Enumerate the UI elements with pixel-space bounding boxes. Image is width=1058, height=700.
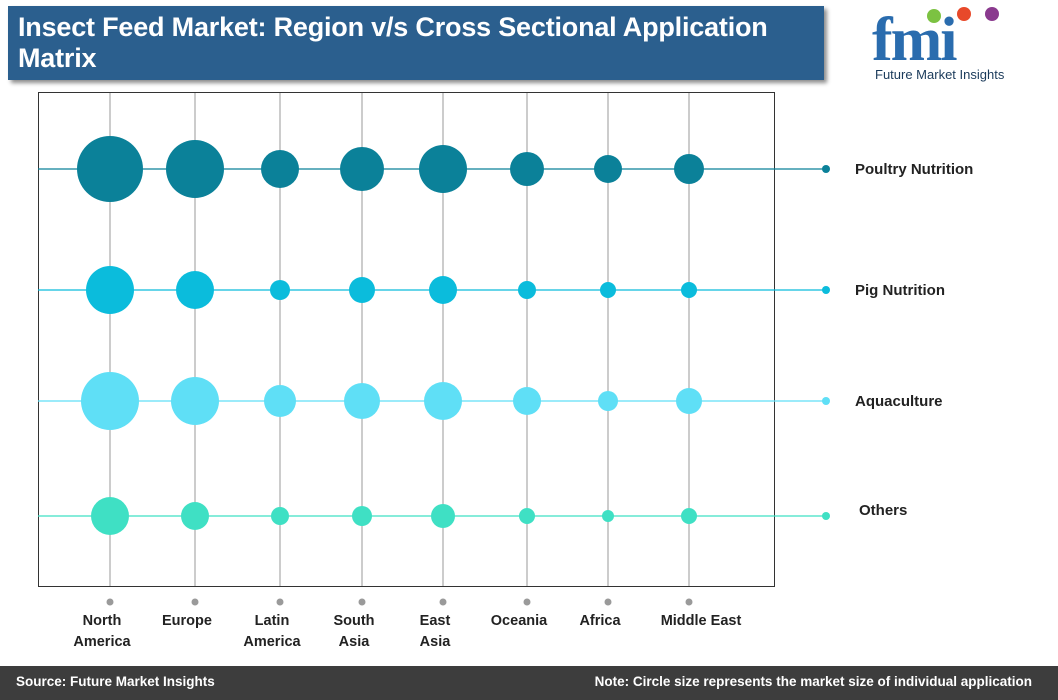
bubble [681, 282, 697, 298]
x-tick-label: North America [73, 613, 131, 650]
bubble [171, 377, 219, 425]
logo-purple-dot-icon [985, 7, 999, 21]
bubble [270, 280, 290, 300]
logo-caption: Future Market Insights [875, 67, 1005, 82]
bubble [352, 506, 372, 526]
x-tick-dot [685, 598, 693, 606]
bubble [510, 152, 544, 186]
chart-title: Insect Feed Market: Region v/s Cross Sec… [18, 12, 768, 73]
bubble [419, 145, 467, 193]
x-tick-label: Middle East [661, 613, 742, 629]
x-tick-label-line: America [73, 634, 131, 650]
footer-bar: Source: Future Market Insights Note: Cir… [0, 666, 1058, 700]
source-text: Source: Future Market Insights [16, 674, 215, 689]
bubble [349, 277, 375, 303]
legend-label: Others [859, 502, 907, 519]
logo-green-dot-icon [927, 9, 941, 23]
note-text: Note: Circle size represents the market … [594, 674, 1032, 689]
x-tick-label-line: North [83, 613, 122, 629]
legend-label: Aquaculture [855, 393, 943, 410]
bubble [429, 276, 457, 304]
x-tick-label-line: Middle East [661, 613, 742, 629]
bubble [594, 155, 622, 183]
x-tick-label: South Asia [333, 613, 374, 650]
x-tick-dot [523, 598, 531, 606]
x-tick-label-line: South [333, 613, 374, 629]
x-tick-label-line: Europe [162, 613, 212, 629]
bubble [264, 385, 296, 417]
x-tick-dot [358, 598, 366, 606]
bubble [674, 154, 704, 184]
bubble [261, 150, 299, 188]
bubble [166, 140, 224, 198]
x-tick-dot [439, 598, 447, 606]
x-tick-label-line: Africa [579, 613, 621, 629]
bubble [676, 388, 702, 414]
bubble [424, 382, 462, 420]
bubble [340, 147, 384, 191]
fmi-logo: fmi [872, 6, 999, 74]
x-tick-dot [191, 598, 199, 606]
bubbles [77, 136, 704, 535]
x-tick-label-line: America [243, 634, 301, 650]
x-tick-label: Oceania [491, 613, 548, 629]
x-tick-label-line: Oceania [491, 613, 548, 629]
x-tick-dot [276, 598, 284, 606]
logo-letters: fmi [872, 6, 957, 74]
legend-label: Poultry Nutrition [855, 161, 973, 178]
bubble [513, 387, 541, 415]
bubble [518, 281, 536, 299]
x-tick-label-line: East [420, 613, 451, 629]
plot-frame [38, 92, 775, 587]
x-tick-label-line: Asia [339, 634, 371, 650]
bubble [81, 372, 139, 430]
x-tick-label: Europe [162, 613, 212, 629]
bubble [681, 508, 697, 524]
x-tick-label-line: Asia [420, 634, 452, 650]
bubble [181, 502, 209, 530]
title-banner: Insect Feed Market: Region v/s Cross Sec… [8, 6, 824, 80]
bubble [431, 504, 455, 528]
legend: Poultry Nutrition Pig Nutrition Aquacultur… [822, 161, 973, 520]
bubble [271, 507, 289, 525]
application-gridlines [38, 168, 826, 517]
bubble [602, 510, 614, 522]
legend-label: Pig Nutrition [855, 282, 945, 299]
legend-marker [822, 397, 830, 405]
bubble [600, 282, 616, 298]
x-tick-dot [106, 598, 114, 606]
legend-marker [822, 286, 830, 294]
x-tick-label: Africa [579, 613, 621, 629]
x-tick-label: East Asia [420, 613, 452, 650]
bubble [344, 383, 380, 419]
bubble [519, 508, 535, 524]
bubble [176, 271, 214, 309]
legend-marker [822, 165, 830, 173]
x-tick-label-line: Latin [255, 613, 290, 629]
bubble [86, 266, 134, 314]
bubble [598, 391, 618, 411]
x-tick-label: Latin America [243, 613, 301, 650]
legend-marker [822, 512, 830, 520]
bubble [91, 497, 129, 535]
logo-red-dot-icon [957, 7, 971, 21]
x-tick-dot [604, 598, 612, 606]
bubble [77, 136, 143, 202]
